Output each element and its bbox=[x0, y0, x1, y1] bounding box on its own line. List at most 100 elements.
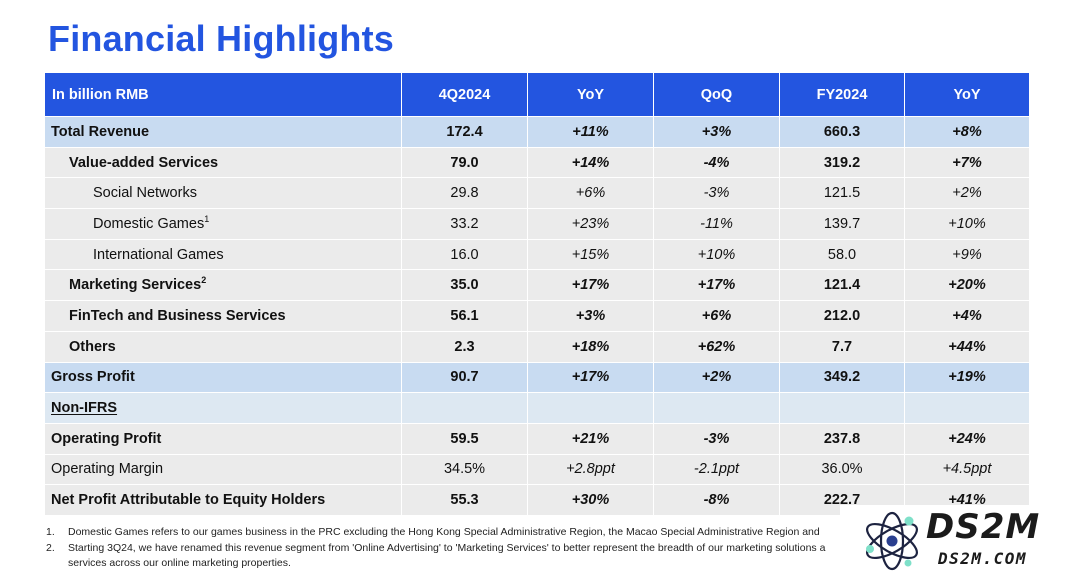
row-label: International Games bbox=[44, 238, 402, 271]
cell: +17% bbox=[527, 361, 654, 394]
cell: 121.5 bbox=[779, 177, 905, 210]
table-row: Marketing Services2 35.0 +17% +17% 121.4… bbox=[44, 269, 1030, 302]
cell: -8% bbox=[653, 484, 780, 516]
cell: 16.0 bbox=[401, 238, 528, 271]
cell: +17% bbox=[653, 269, 780, 302]
cell: +3% bbox=[653, 116, 780, 148]
cell: +18% bbox=[527, 330, 654, 363]
cell: +9% bbox=[904, 238, 1030, 271]
cell: +3% bbox=[527, 300, 654, 332]
cell: 237.8 bbox=[779, 422, 905, 455]
section-label-text: Non-IFRS bbox=[51, 400, 118, 417]
cell: +14% bbox=[527, 146, 654, 179]
table-row: Social Networks 29.8 +6% -3% 121.5 +2% bbox=[44, 177, 1030, 210]
row-label: Net Profit Attributable to Equity Holder… bbox=[44, 484, 402, 516]
section-label-non-ifrs: Non-IFRS bbox=[44, 392, 402, 424]
cell: -2.1ppt bbox=[653, 453, 780, 486]
table-row: FinTech and Business Services 56.1 +3% +… bbox=[44, 300, 1030, 332]
cell: +20% bbox=[904, 269, 1030, 302]
cell: +2% bbox=[904, 177, 1030, 210]
atom-logo-icon bbox=[866, 511, 918, 571]
cell: +4.5ppt bbox=[904, 453, 1030, 486]
footnote-text: Starting 3Q24, we have renamed this reve… bbox=[68, 541, 826, 554]
cell: 59.5 bbox=[401, 422, 528, 455]
cell: +19% bbox=[904, 361, 1030, 394]
cell: 56.1 bbox=[401, 300, 528, 332]
cell: +6% bbox=[653, 300, 780, 332]
header-yoy-quarter: YoY bbox=[527, 72, 654, 117]
cell bbox=[653, 392, 780, 424]
cell: -4% bbox=[653, 146, 780, 179]
cell: 90.7 bbox=[401, 361, 528, 394]
cell: 34.5% bbox=[401, 453, 528, 486]
row-label: Total Revenue bbox=[44, 116, 402, 148]
table-row: Others 2.3 +18% +62% 7.7 +44% bbox=[44, 330, 1030, 363]
header-4q2024: 4Q2024 bbox=[401, 72, 528, 117]
cell: -11% bbox=[653, 208, 780, 240]
footnote-2-continuation: services across our online marketing pro… bbox=[68, 557, 291, 569]
cell: +30% bbox=[527, 484, 654, 516]
cell: 36.0% bbox=[779, 453, 905, 486]
cell: 139.7 bbox=[779, 208, 905, 240]
cell: 79.0 bbox=[401, 146, 528, 179]
header-unit: In billion RMB bbox=[44, 72, 402, 117]
cell: +23% bbox=[527, 208, 654, 240]
table-row: Gross Profit 90.7 +17% +2% 349.2 +19% bbox=[44, 361, 1030, 394]
cell: +2.8ppt bbox=[527, 453, 654, 486]
cell: +10% bbox=[904, 208, 1030, 240]
footnote-ref: 2 bbox=[201, 275, 207, 286]
footnote-number: 1. bbox=[46, 526, 55, 538]
cell: +7% bbox=[904, 146, 1030, 179]
row-label: Gross Profit bbox=[44, 361, 402, 394]
footnote-ref: 1 bbox=[204, 213, 210, 224]
cell: +6% bbox=[527, 177, 654, 210]
cell: +10% bbox=[653, 238, 780, 271]
cell: +62% bbox=[653, 330, 780, 363]
row-label: FinTech and Business Services bbox=[44, 300, 402, 332]
row-label-text: Marketing Services bbox=[69, 277, 202, 294]
cell: 349.2 bbox=[779, 361, 905, 394]
header-yoy-full-year: YoY bbox=[904, 72, 1030, 117]
footnote-number: 2. bbox=[46, 541, 55, 554]
cell bbox=[904, 392, 1030, 424]
footnote-text: Domestic Games refers to our games busin… bbox=[68, 526, 820, 538]
cell: 2.3 bbox=[401, 330, 528, 363]
cell: 33.2 bbox=[401, 208, 528, 240]
cell bbox=[401, 392, 528, 424]
table-row: Total Revenue 172.4 +11% +3% 660.3 +8% bbox=[44, 116, 1030, 148]
watermark-url: DS2M.COM bbox=[938, 549, 1028, 568]
row-label: Domestic Games1 bbox=[44, 208, 402, 240]
cell: +4% bbox=[904, 300, 1030, 332]
watermark-text: DS2M bbox=[926, 507, 1041, 547]
cell: 58.0 bbox=[779, 238, 905, 271]
cell: -3% bbox=[653, 177, 780, 210]
cell: 172.4 bbox=[401, 116, 528, 148]
table-row: Value-added Services 79.0 +14% -4% 319.2… bbox=[44, 146, 1030, 179]
table-row: Operating Profit 59.5 +21% -3% 237.8 +24… bbox=[44, 422, 1030, 455]
footnotes: 1. Domestic Games refers to our games bu… bbox=[46, 525, 846, 572]
row-label-text: Domestic Games bbox=[93, 215, 205, 232]
cell: +17% bbox=[527, 269, 654, 302]
cell: 35.0 bbox=[401, 269, 528, 302]
cell: 319.2 bbox=[779, 146, 905, 179]
cell: +8% bbox=[904, 116, 1030, 148]
financial-highlights-table: In billion RMB 4Q2024 YoY QoQ FY2024 YoY… bbox=[44, 72, 1030, 516]
table-section-row: Non-IFRS bbox=[44, 392, 1030, 424]
table-header-row: In billion RMB 4Q2024 YoY QoQ FY2024 YoY bbox=[44, 72, 1030, 117]
row-label: Value-added Services bbox=[44, 146, 402, 179]
cell: +15% bbox=[527, 238, 654, 271]
footnote-2: 2. Starting 3Q24, we have renamed this r… bbox=[46, 541, 846, 557]
header-fy2024: FY2024 bbox=[779, 72, 905, 117]
row-label: Others bbox=[44, 330, 402, 363]
cell: +24% bbox=[904, 422, 1030, 455]
cell: 55.3 bbox=[401, 484, 528, 516]
cell: 29.8 bbox=[401, 177, 528, 210]
cell: 7.7 bbox=[779, 330, 905, 363]
row-label: Operating Profit bbox=[44, 422, 402, 455]
row-label: Operating Margin bbox=[44, 453, 402, 486]
cell: +21% bbox=[527, 422, 654, 455]
cell bbox=[779, 392, 905, 424]
cell: +2% bbox=[653, 361, 780, 394]
table-row: International Games 16.0 +15% +10% 58.0 … bbox=[44, 238, 1030, 271]
cell: -3% bbox=[653, 422, 780, 455]
